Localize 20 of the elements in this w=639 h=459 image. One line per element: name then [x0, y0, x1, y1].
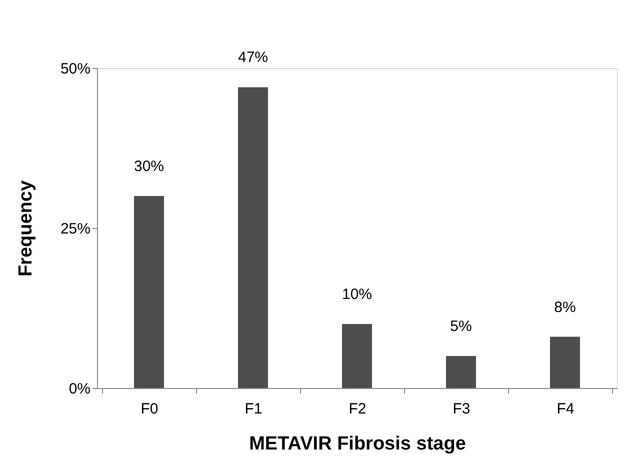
bar [550, 336, 580, 388]
data-label: 10% [342, 286, 372, 303]
data-label: 8% [554, 298, 576, 316]
x-tick-label: F1 [244, 400, 262, 418]
x-tick-label: F2 [348, 400, 366, 418]
bar [134, 196, 164, 388]
x-tick-label: F0 [140, 400, 158, 418]
x-tick-label: F4 [556, 400, 574, 418]
bar [238, 87, 268, 388]
x-axis-title: METAVIR Fibrosis stage [249, 434, 466, 454]
y-tick-label: 50% [60, 60, 90, 78]
bar [342, 324, 372, 388]
bar [446, 356, 476, 388]
x-tick-label: F3 [452, 400, 470, 418]
y-axis-title: Frequency [15, 180, 36, 277]
data-label: 47% [238, 49, 268, 66]
y-tick-label: 25% [60, 220, 90, 238]
data-label: 5% [450, 318, 472, 335]
data-label: 30% [134, 158, 164, 175]
y-tick-label: 0% [68, 380, 90, 398]
